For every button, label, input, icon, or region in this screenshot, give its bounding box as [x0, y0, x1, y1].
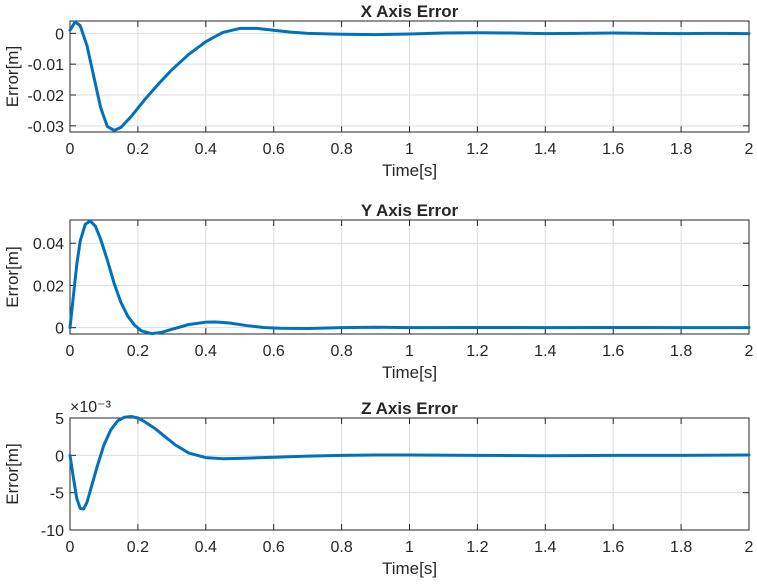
x-tick-label: 0.4: [195, 539, 217, 556]
subplot-1: 0 0.2 0.4 0.6 0.8 1 1.2 1.4 1.6 1.8 2 -0.03 -0.02 -0.…: [3, 2, 754, 180]
x-tick-label: 0: [66, 141, 75, 158]
y-tick-label: 0: [55, 448, 64, 465]
x-tick-label: 0: [66, 539, 75, 556]
x-tick-label: 1.6: [602, 343, 624, 360]
x-tick-label: 1: [405, 343, 414, 360]
x-tick-label: 0: [66, 343, 75, 360]
y-tick-label: -0.03: [28, 119, 65, 136]
y-exponent-label: ×10⁻³: [70, 399, 112, 416]
x-tick-label: 2: [745, 343, 754, 360]
y-tick-label: 0.04: [33, 236, 64, 253]
x-tick-label: 0.4: [195, 343, 217, 360]
x-tick-label: 0.6: [263, 141, 285, 158]
x-tick-label: 0.8: [330, 539, 352, 556]
x-tick-label: 1: [405, 539, 414, 556]
x-tick-label: 1.2: [466, 539, 488, 556]
x-tick-label: 0.4: [195, 141, 217, 158]
x-tick-label: 0.2: [127, 141, 149, 158]
y-tick-label: -10: [41, 523, 64, 540]
y-axis-label: Error[m]: [3, 246, 22, 307]
x-tick-label: 1: [405, 141, 414, 158]
x-tick-label: 1.2: [466, 343, 488, 360]
subplot-3: 0 0.2 0.4 0.6 0.8 1 1.2 1.4 1.6 1.8 2 -10 -5 0 5 Z Axis…: [3, 399, 754, 578]
series-line: [68, 415, 751, 511]
axes-frame: [69, 417, 750, 531]
chart-title: Z Axis Error: [361, 399, 458, 418]
series-line: [68, 219, 751, 336]
y-tick-label: -0.01: [28, 57, 65, 74]
x-tick-label: 1.4: [534, 539, 556, 556]
x-tick-label: 0.8: [330, 343, 352, 360]
y-tick-label: 0: [55, 321, 64, 338]
x-tick-label: 2: [745, 539, 754, 556]
y-axis-label: Error[m]: [3, 443, 22, 504]
y-tick-label: -5: [50, 486, 64, 503]
x-axis-label: Time[s]: [382, 161, 437, 180]
y-tick-label: 0: [55, 26, 64, 43]
x-tick-label: 0.2: [127, 539, 149, 556]
x-tick-label: 1.8: [670, 539, 692, 556]
x-tick-label: 0.6: [263, 539, 285, 556]
y-tick-label: 0.02: [33, 278, 64, 295]
subplot-2: 0 0.2 0.4 0.6 0.8 1 1.2 1.4 1.6 1.8 2 0 0.02 0.04 Y Ax…: [3, 201, 754, 382]
x-tick-label: 0.6: [263, 343, 285, 360]
x-tick-label: 0.8: [330, 141, 352, 158]
x-axis-label: Time[s]: [382, 363, 437, 382]
x-tick-label: 1.6: [602, 539, 624, 556]
x-tick-label: 1.8: [670, 343, 692, 360]
x-tick-label: 2: [745, 141, 754, 158]
y-axis-label: Error[m]: [3, 46, 22, 107]
x-tick-label: 1.4: [534, 343, 556, 360]
x-tick-label: 1.2: [466, 141, 488, 158]
chart-title: Y Axis Error: [361, 201, 459, 220]
axes-frame: [69, 20, 750, 133]
x-tick-label: 1.4: [534, 141, 556, 158]
axes-frame: [69, 219, 750, 335]
chart-title: X Axis Error: [361, 2, 459, 21]
x-axis-label: Time[s]: [382, 559, 437, 578]
y-tick-label: 5: [55, 411, 64, 428]
y-tick-label: -0.02: [28, 88, 65, 105]
x-tick-label: 1.8: [670, 141, 692, 158]
x-tick-label: 0.2: [127, 343, 149, 360]
series-line: [68, 20, 751, 132]
x-tick-label: 1.6: [602, 141, 624, 158]
